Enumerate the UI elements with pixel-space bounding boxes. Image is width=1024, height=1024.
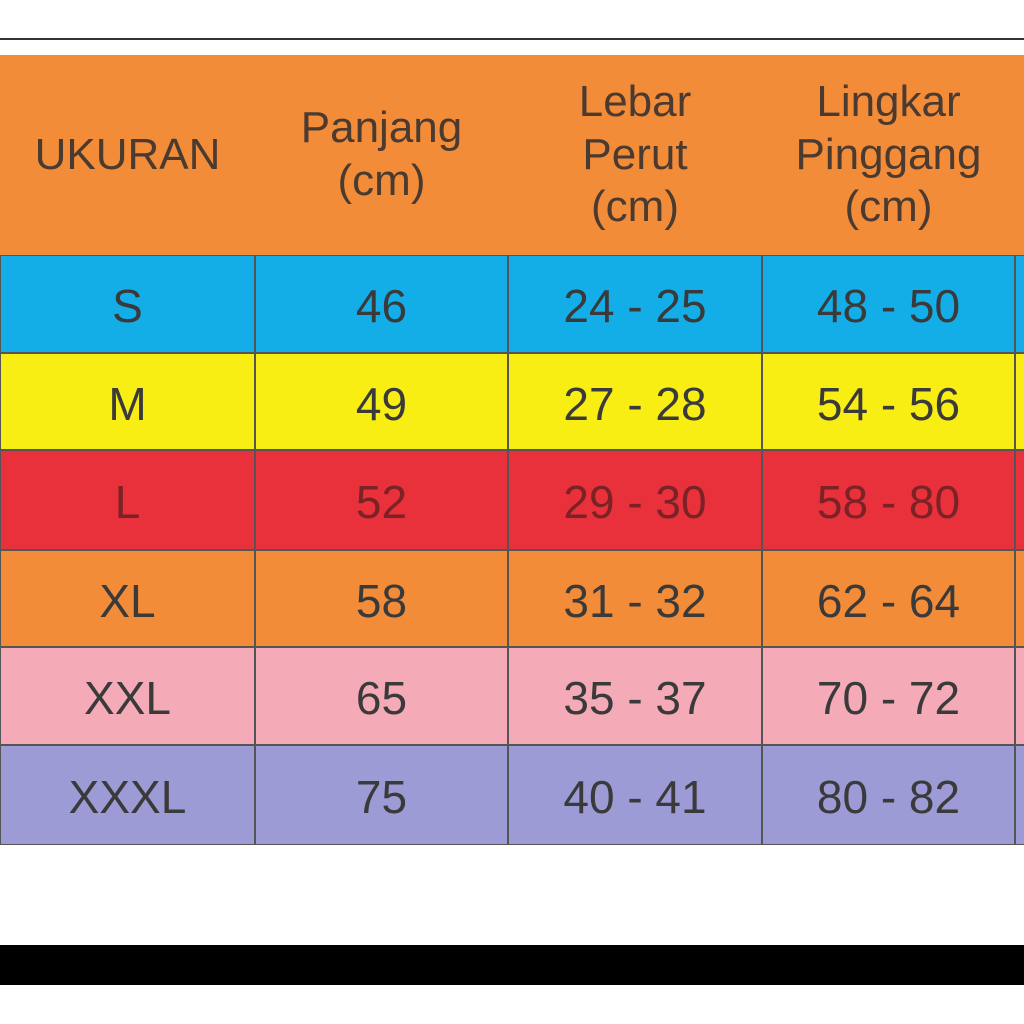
table-cell: XXL xyxy=(0,647,255,745)
cell-text: 35 - 37 xyxy=(563,672,707,725)
table-cell: 31 - 32 xyxy=(508,550,762,647)
header-text: (cm) xyxy=(844,182,933,232)
header-cell: Panjang (cm) xyxy=(255,55,508,255)
table-cell: 58 - 80 xyxy=(762,450,1015,550)
cell-text: 46 xyxy=(355,280,408,333)
cell-text: 29 - 30 xyxy=(563,476,707,529)
table-cell: 54 - 56 xyxy=(762,353,1015,450)
header-cell: Lingkar Pinggang (cm) xyxy=(762,55,1015,255)
table-cell: 65 xyxy=(255,647,508,745)
table-cell: 75 xyxy=(255,745,508,845)
cell-text: 80 - 82 xyxy=(816,771,961,824)
table-cell xyxy=(1015,255,1024,353)
cell-text: S xyxy=(112,280,143,333)
cell-text: 27 - 28 xyxy=(563,377,707,430)
table-cell: 29 - 30 xyxy=(508,450,762,550)
cell-text: 58 - 80 xyxy=(816,476,961,529)
header-cell: Lebar Perut (cm) xyxy=(508,55,762,255)
cell-text: 54 - 56 xyxy=(816,377,961,430)
cell-text: 65 xyxy=(355,672,408,725)
cell-text: 31 - 32 xyxy=(563,574,707,627)
table-cell: 27 - 28 xyxy=(508,353,762,450)
table-cell: 48 - 50 xyxy=(762,255,1015,353)
cell-text: 75 xyxy=(355,771,408,824)
header-text: Lebar xyxy=(578,76,692,126)
bottom-bar xyxy=(0,945,1024,985)
header-text: Panjang xyxy=(300,103,463,153)
cell-text: L xyxy=(114,476,141,529)
table-cell: 80 - 82 xyxy=(762,745,1015,845)
cell-text: XXL xyxy=(84,672,171,725)
header-cell: UKURAN xyxy=(0,55,255,255)
table-cell: S xyxy=(0,255,255,353)
table-cell: 35 - 37 xyxy=(508,647,762,745)
table-cell xyxy=(1015,745,1024,845)
header-cell xyxy=(1015,55,1024,255)
table-cell xyxy=(1015,353,1024,450)
table-cell: XXXL xyxy=(0,745,255,845)
header-text: Lingkar xyxy=(816,76,961,126)
table-cell: L xyxy=(0,450,255,550)
table-cell xyxy=(1015,450,1024,550)
header-text: (cm) xyxy=(591,182,679,232)
cell-text: 49 xyxy=(355,377,408,430)
table-cell: 70 - 72 xyxy=(762,647,1015,745)
table-cell: XL xyxy=(0,550,255,647)
table-cell: 24 - 25 xyxy=(508,255,762,353)
cell-text: 58 xyxy=(355,574,408,627)
cell-text: 24 - 25 xyxy=(563,280,707,333)
divider xyxy=(0,38,1024,40)
table-cell: M xyxy=(0,353,255,450)
table-cell: 46 xyxy=(255,255,508,353)
size-table: UKURAN Panjang (cm) Lebar Perut (cm) Lingkar Pi… xyxy=(0,55,1024,845)
table-cell xyxy=(1015,647,1024,745)
cell-text: 48 - 50 xyxy=(816,280,961,333)
cell-text: M xyxy=(108,377,147,430)
table-cell xyxy=(1015,550,1024,647)
cell-text: 62 - 64 xyxy=(816,574,961,627)
cell-text: 40 - 41 xyxy=(563,771,707,824)
table-cell: 52 xyxy=(255,450,508,550)
header-text: Pinggang xyxy=(795,129,982,179)
cell-text: 52 xyxy=(355,476,408,529)
table-cell: 40 - 41 xyxy=(508,745,762,845)
header-text: Perut xyxy=(582,129,688,179)
cell-text: XXXL xyxy=(68,771,187,824)
table-cell: 62 - 64 xyxy=(762,550,1015,647)
header-text: (cm) xyxy=(337,156,426,205)
cell-text: XL xyxy=(99,574,156,627)
table-cell: 58 xyxy=(255,550,508,647)
table-cell: 49 xyxy=(255,353,508,450)
header-text: UKURAN xyxy=(34,129,221,179)
cell-text: 70 - 72 xyxy=(816,672,961,725)
